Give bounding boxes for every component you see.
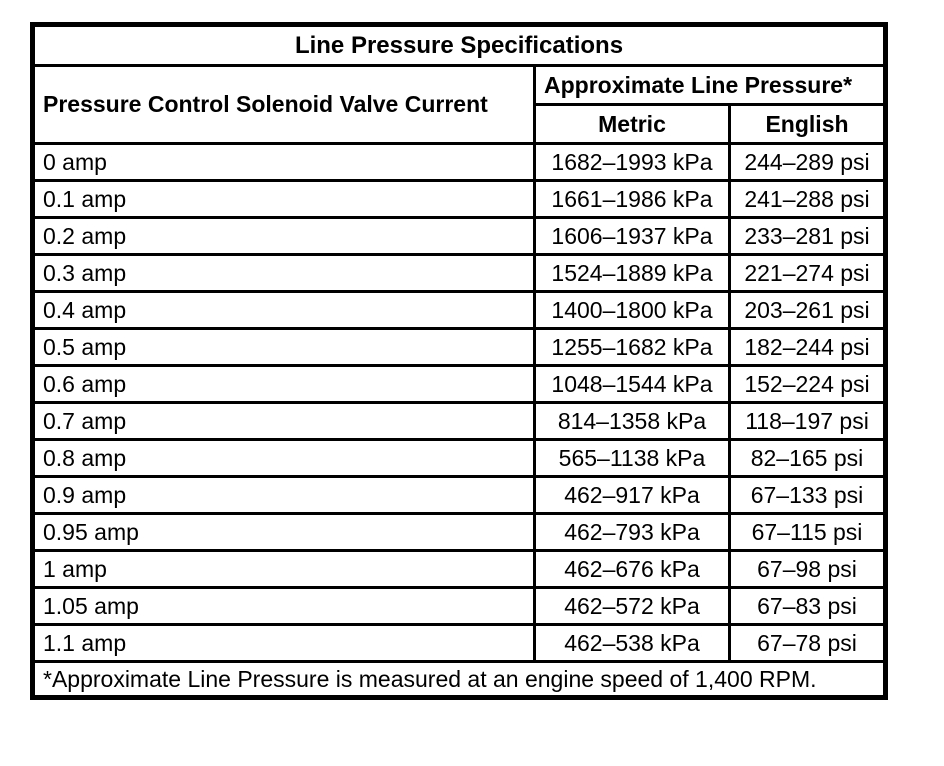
cell-current-value: 0.3 amp	[31, 253, 536, 293]
cell-english-value: 67–83 psi	[728, 586, 887, 626]
table-footnote-row: *Approximate Line Pressure is measured a…	[31, 660, 887, 699]
cell-current-value: 0 amp	[31, 142, 536, 182]
table-title-row: Line Pressure Specifications	[31, 23, 887, 67]
cell-metric-value: 1400–1800 kPa	[533, 290, 731, 330]
table-row: 1.05 amp 462–572 kPa 67–83 psi	[31, 586, 887, 626]
cell-metric-value: 1661–1986 kPa	[533, 179, 731, 219]
cell-metric-value: 814–1358 kPa	[533, 401, 731, 441]
cell-metric-value: 1524–1889 kPa	[533, 253, 731, 293]
cell-current-value: 0.6 amp	[31, 364, 536, 404]
table-row: 0.9 amp 462–917 kPa 67–133 psi	[31, 475, 887, 515]
cell-english-value: 152–224 psi	[728, 364, 887, 404]
cell-current-value: 0.7 amp	[31, 401, 536, 441]
cell-english-value: 233–281 psi	[728, 216, 887, 256]
cell-current-value: 0.9 amp	[31, 475, 536, 515]
col-header-metric: Metric	[533, 103, 731, 145]
cell-metric-value: 1255–1682 kPa	[533, 327, 731, 367]
cell-metric-value: 462–538 kPa	[533, 623, 731, 663]
line-pressure-spec-table: Line Pressure Specifications Pressure Co…	[30, 22, 888, 700]
cell-english-value: 67–78 psi	[728, 623, 887, 663]
cell-metric-value: 462–676 kPa	[533, 549, 731, 589]
table-row: 0.3 amp 1524–1889 kPa 221–274 psi	[31, 253, 887, 293]
cell-current-value: 1 amp	[31, 549, 536, 589]
cell-english-value: 203–261 psi	[728, 290, 887, 330]
cell-english-value: 221–274 psi	[728, 253, 887, 293]
table-row: 0.95 amp 462–793 kPa 67–115 psi	[31, 512, 887, 552]
table-body: 0 amp 1682–1993 kPa 244–289 psi 0.1 amp 1661…	[31, 142, 887, 663]
cell-current-value: 0.2 amp	[31, 216, 536, 256]
cell-metric-value: 462–572 kPa	[533, 586, 731, 626]
table-row: 0.7 amp 814–1358 kPa 118–197 psi	[31, 401, 887, 441]
table-footnote: *Approximate Line Pressure is measured a…	[31, 660, 887, 699]
cell-english-value: 67–133 psi	[728, 475, 887, 515]
cell-metric-value: 565–1138 kPa	[533, 438, 731, 478]
table-header-row-1: Pressure Control Solenoid Valve Current …	[31, 64, 887, 145]
cell-current-value: 0.8 amp	[31, 438, 536, 478]
cell-english-value: 118–197 psi	[728, 401, 887, 441]
table-row: 0.2 amp 1606–1937 kPa 233–281 psi	[31, 216, 887, 256]
table-row: 0.4 amp 1400–1800 kPa 203–261 psi	[31, 290, 887, 330]
table-header-row-2: Metric English	[33, 103, 887, 145]
table-title: Line Pressure Specifications	[31, 23, 887, 67]
table-row: 1 amp 462–676 kPa 67–98 psi	[31, 549, 887, 589]
table-row: 0.6 amp 1048–1544 kPa 152–224 psi	[31, 364, 887, 404]
cell-english-value: 67–98 psi	[728, 549, 887, 589]
col-header-approx-line-pressure: Approximate Line Pressure*	[533, 64, 887, 106]
cell-english-value: 244–289 psi	[728, 142, 887, 182]
cell-metric-value: 462–793 kPa	[533, 512, 731, 552]
cell-current-value: 1.05 amp	[31, 586, 536, 626]
cell-current-value: 0.4 amp	[31, 290, 536, 330]
cell-metric-value: 1606–1937 kPa	[533, 216, 731, 256]
table-row: 0.5 amp 1255–1682 kPa 182–244 psi	[31, 327, 887, 367]
table-row: 1.1 amp 462–538 kPa 67–78 psi	[31, 623, 887, 663]
col-header-english: English	[728, 103, 887, 145]
cell-metric-value: 462–917 kPa	[533, 475, 731, 515]
cell-current-value: 0.5 amp	[31, 327, 536, 367]
cell-current-value: 0.95 amp	[31, 512, 536, 552]
cell-english-value: 82–165 psi	[728, 438, 887, 478]
cell-english-value: 182–244 psi	[728, 327, 887, 367]
table-row: 0.8 amp 565–1138 kPa 82–165 psi	[31, 438, 887, 478]
cell-english-value: 67–115 psi	[728, 512, 887, 552]
table-row: 0.1 amp 1661–1986 kPa 241–288 psi	[31, 179, 887, 219]
col-header-current: Pressure Control Solenoid Valve Current	[31, 64, 536, 145]
cell-current-value: 1.1 amp	[31, 623, 536, 663]
table-row: 0 amp 1682–1993 kPa 244–289 psi	[31, 142, 887, 182]
cell-metric-value: 1682–1993 kPa	[533, 142, 731, 182]
cell-current-value: 0.1 amp	[31, 179, 536, 219]
cell-metric-value: 1048–1544 kPa	[533, 364, 731, 404]
cell-english-value: 241–288 psi	[728, 179, 887, 219]
